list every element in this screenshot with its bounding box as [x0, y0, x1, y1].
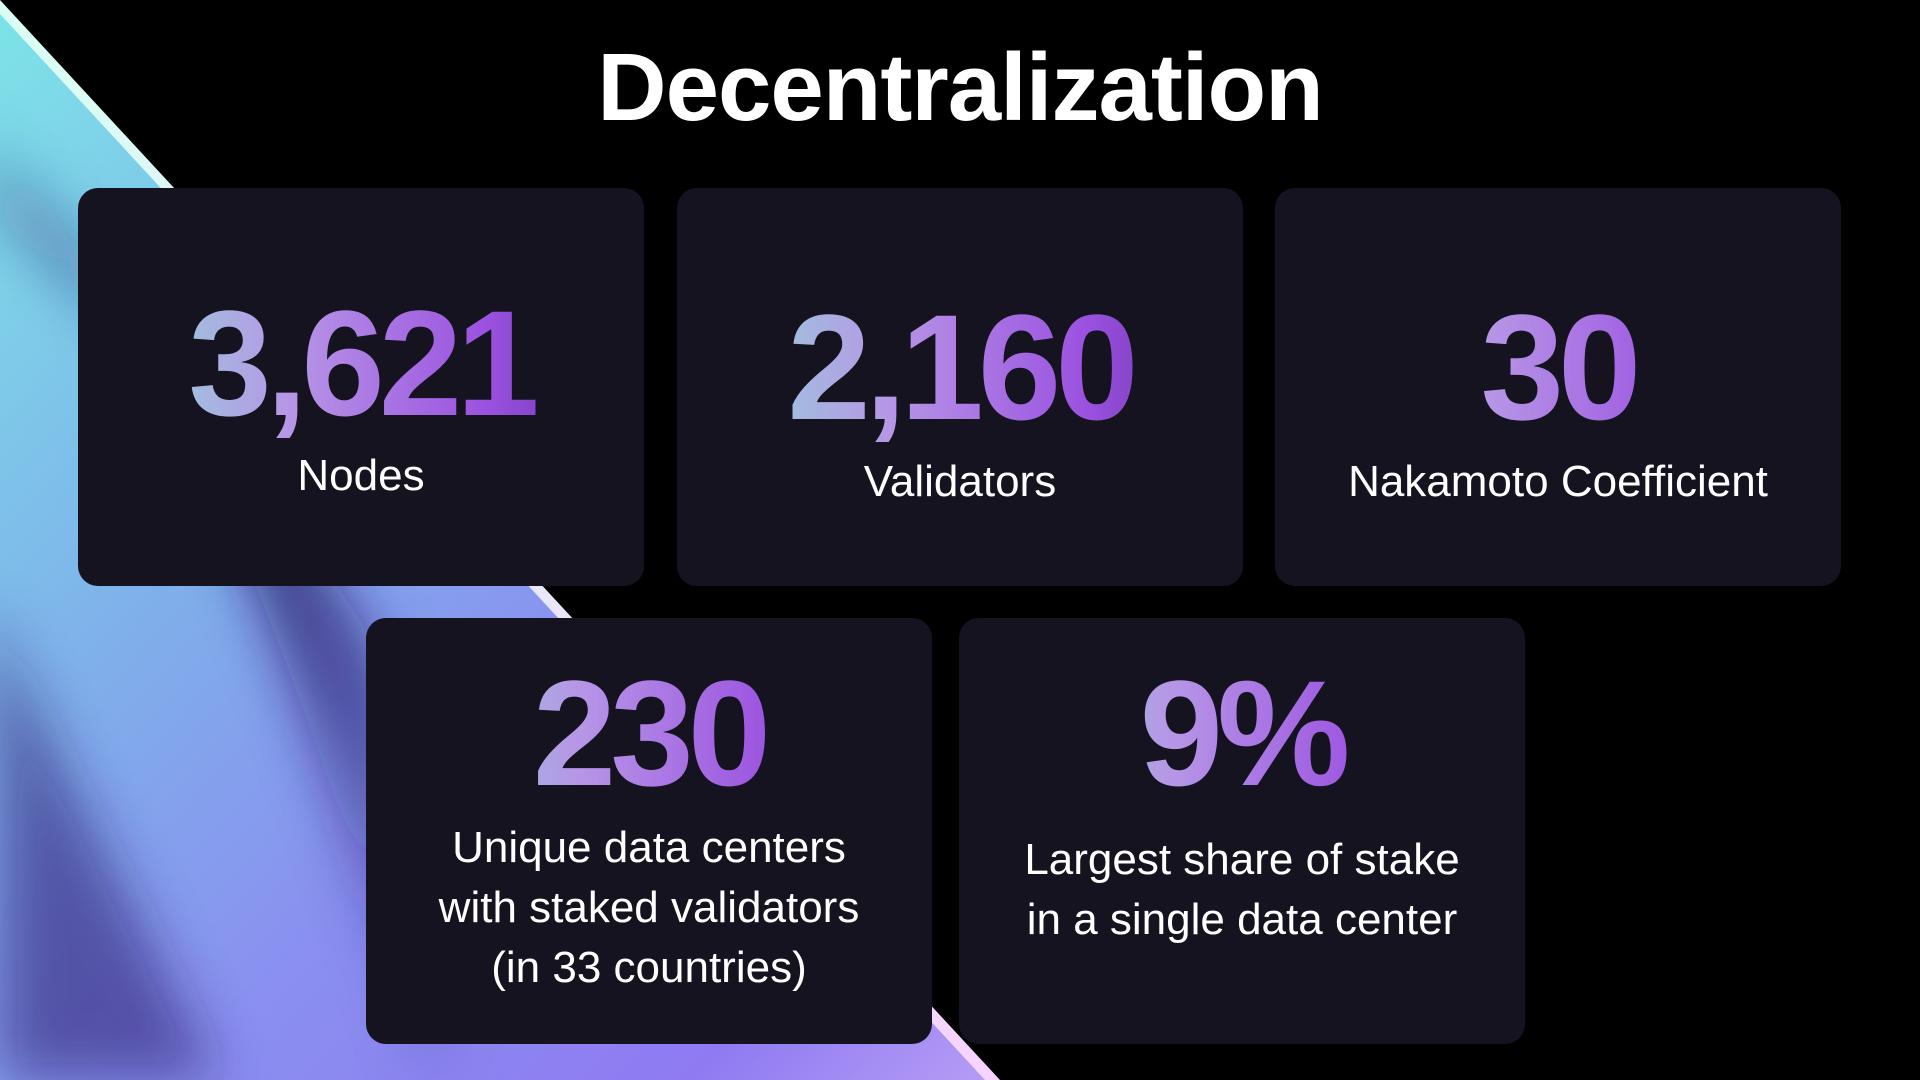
- stat-label: Unique data centers with staked validato…: [438, 823, 860, 992]
- stat-card-nodes: 3,621 Nodes: [78, 188, 644, 586]
- stat-value: 30: [1275, 292, 1841, 442]
- stat-value: 230: [366, 658, 932, 808]
- stat-value: 9%: [959, 658, 1525, 808]
- page-title: Decentralization: [597, 34, 1324, 141]
- stat-label: Nakamoto Coefficient: [1348, 457, 1768, 506]
- stat-value: 2,160: [677, 292, 1243, 442]
- stat-card-nakamoto-coefficient: 30 Nakamoto Coefficient: [1275, 188, 1841, 586]
- stat-card-validators: 2,160 Validators: [677, 188, 1243, 586]
- stat-label: Largest share of stake in a single data …: [1024, 835, 1460, 944]
- stat-value: 3,621: [78, 288, 644, 438]
- stat-card-largest-stake-share: 9% Largest share of stake in a single da…: [959, 618, 1525, 1044]
- stat-label: Validators: [863, 457, 1057, 506]
- stat-card-data-centers: 230 Unique data centers with staked vali…: [366, 618, 932, 1044]
- stat-label: Nodes: [297, 451, 425, 500]
